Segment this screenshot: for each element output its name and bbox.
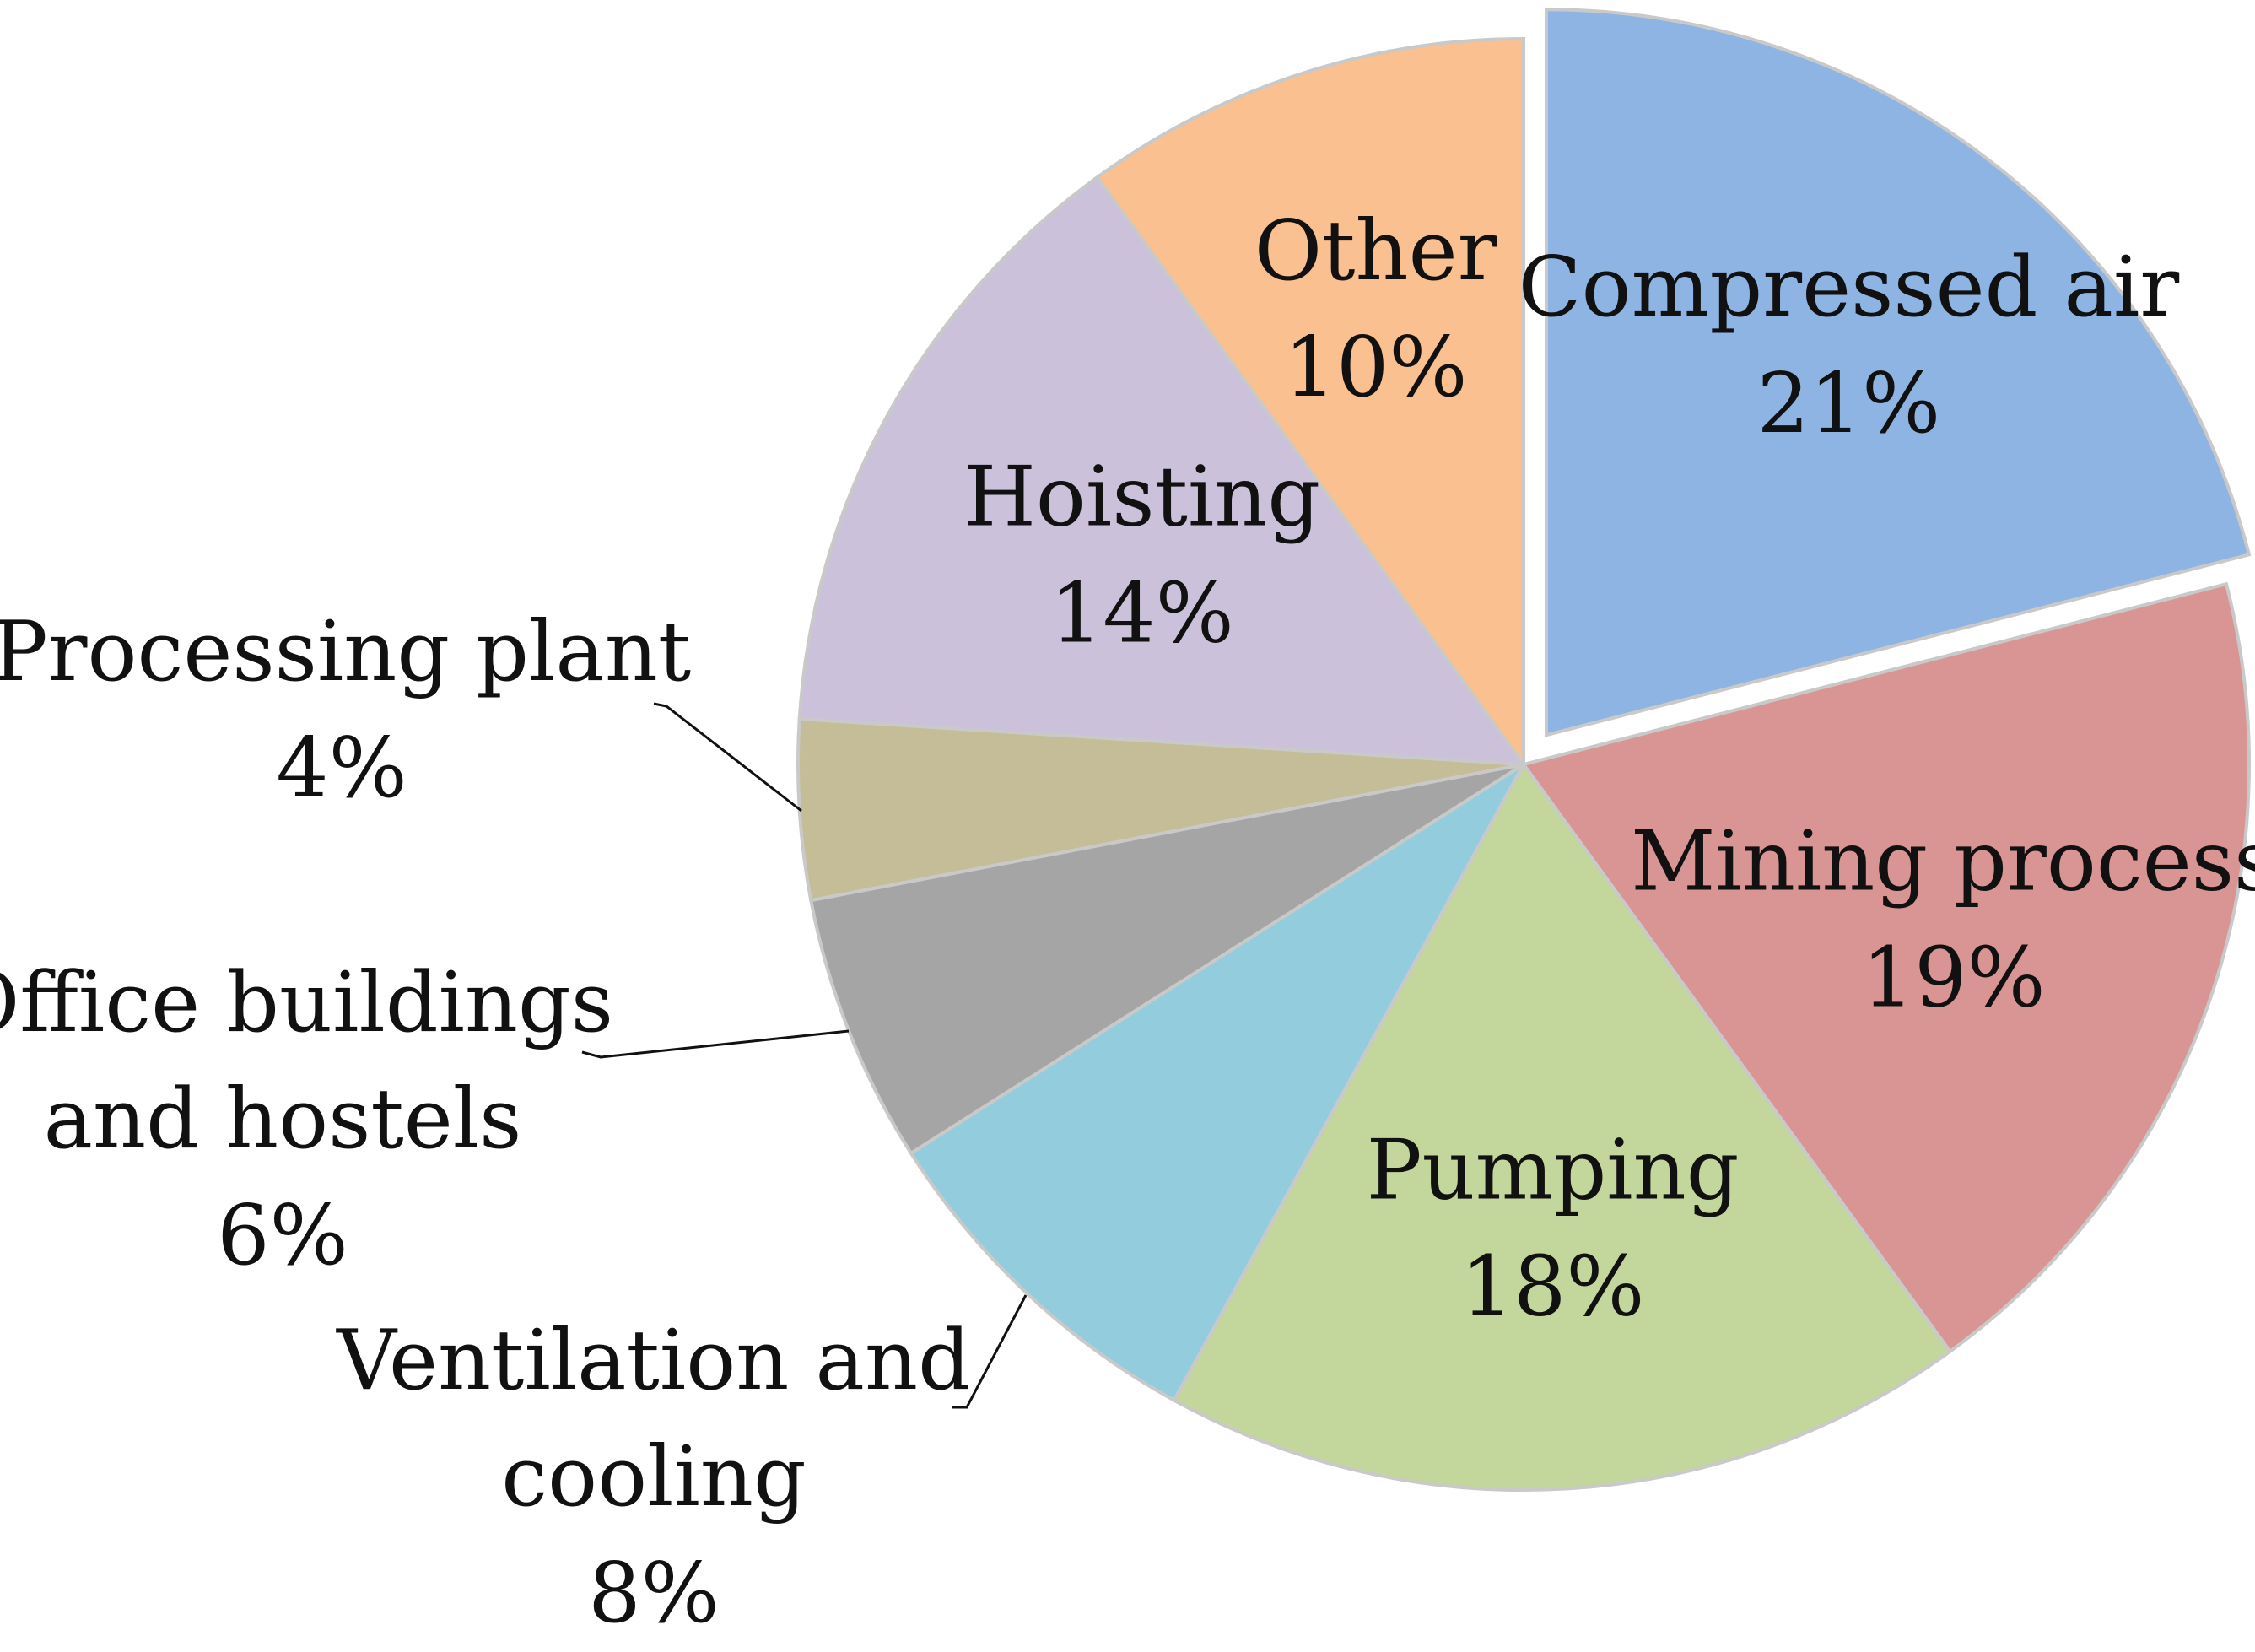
slice-label-text-ventilation-and: cooling	[501, 1429, 806, 1525]
leader-line-office-buildings	[581, 1029, 850, 1059]
slice-label-text-pumping: Pumping	[1367, 1122, 1740, 1218]
leader-line-ventilation-and	[952, 1294, 1028, 1409]
slice-percent-ventilation-and: 8%	[588, 1546, 719, 1642]
labels-layer: Compressed air 21% Mining process 19% Pumpin…	[0, 203, 2255, 1642]
slice-label-hoisting: Hoisting 14%	[963, 449, 1320, 661]
pie-slice-hoisting	[797, 175, 1528, 767]
slice-label-text-office-buildings: and hostels	[44, 1072, 522, 1168]
slice-label-text-compressed-air: Compressed air	[1519, 240, 2180, 336]
slice-percent-compressed-air: 21%	[1756, 356, 1940, 452]
slice-percent-hoisting: 14%	[1050, 565, 1234, 661]
pie-slice-mining-process	[1520, 581, 2251, 1354]
slice-label-pumping: Pumping 18%	[1367, 1122, 1740, 1335]
slice-label-ventilation-and: Ventilation and cooling 8%	[336, 1313, 971, 1642]
slices-layer	[796, 8, 2252, 1492]
leader-line-processing-plant	[653, 702, 802, 813]
slice-label-text-other: Other	[1254, 203, 1497, 300]
pie-slice-office-buildings	[808, 763, 1525, 1156]
slice-label-text-hoisting: Hoisting	[963, 449, 1320, 545]
slice-percent-processing-plant: 4%	[276, 721, 407, 817]
pie-slice-pumping	[1171, 761, 1953, 1492]
slice-label-office-buildings: Office buildings and hostels 6%	[0, 955, 613, 1284]
slice-label-mining-process: Mining process 19%	[1631, 814, 2255, 1027]
pie-slice-ventilation-and	[909, 763, 1525, 1403]
slice-percent-other: 10%	[1284, 320, 1468, 416]
slice-label-processing-plant: Processing plant 4%	[0, 604, 691, 817]
slice-label-other: Other 10%	[1254, 203, 1497, 416]
slice-label-text-office-buildings: Office buildings	[0, 955, 613, 1051]
slice-label-compressed-air: Compressed air 21%	[1519, 240, 2180, 452]
pie-slice-compressed-air	[1544, 8, 2252, 737]
slice-label-text-ventilation-and: Ventilation and	[336, 1313, 971, 1409]
leader-lines-layer	[581, 702, 1028, 1409]
pie-slice-other	[1094, 36, 1525, 770]
slice-label-text-processing-plant: Processing plant	[0, 604, 691, 700]
slice-percent-mining-process: 19%	[1862, 931, 2046, 1027]
slice-percent-pumping: 18%	[1461, 1239, 1645, 1335]
slice-label-text-mining-process: Mining process	[1631, 814, 2255, 910]
slice-percent-office-buildings: 6%	[217, 1188, 348, 1284]
